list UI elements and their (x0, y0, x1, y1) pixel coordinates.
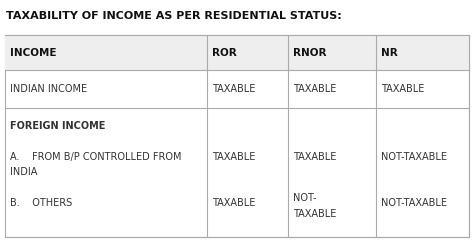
Text: NR: NR (381, 48, 398, 58)
Text: NOT-: NOT- (293, 193, 316, 203)
Text: TAXABLE: TAXABLE (293, 209, 336, 219)
Text: TAXABILITY OF INCOME AS PER RESIDENTIAL STATUS:: TAXABILITY OF INCOME AS PER RESIDENTIAL … (6, 11, 341, 21)
Text: TAXABLE: TAXABLE (293, 152, 336, 162)
Text: TAXABLE: TAXABLE (211, 152, 255, 162)
Text: NOT-TAXABLE: NOT-TAXABLE (381, 152, 447, 162)
Text: INDIAN INCOME: INDIAN INCOME (10, 84, 87, 94)
Text: A.    FROM B/P CONTROLLED FROM: A. FROM B/P CONTROLLED FROM (10, 152, 182, 162)
Text: NOT-TAXABLE: NOT-TAXABLE (381, 198, 447, 209)
Text: RNOR: RNOR (293, 48, 326, 58)
Text: TAXABLE: TAXABLE (293, 84, 336, 94)
Text: TAXABLE: TAXABLE (211, 198, 255, 209)
Text: TAXABLE: TAXABLE (381, 84, 424, 94)
Text: INDIA: INDIA (10, 167, 37, 177)
Text: INCOME: INCOME (10, 48, 56, 58)
Text: TAXABLE: TAXABLE (211, 84, 255, 94)
Text: FOREIGN INCOME: FOREIGN INCOME (10, 121, 105, 131)
Text: ROR: ROR (211, 48, 237, 58)
Text: B.    OTHERS: B. OTHERS (10, 198, 72, 209)
